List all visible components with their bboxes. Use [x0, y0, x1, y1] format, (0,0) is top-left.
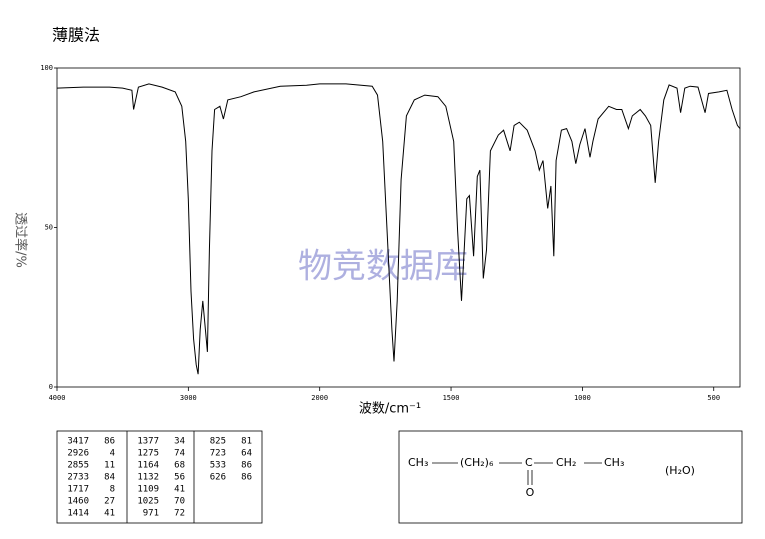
x-tick-label: 500	[707, 394, 720, 402]
peak-transmittance: 84	[104, 473, 115, 483]
structure-group: CH₃	[604, 456, 624, 469]
y-axis-label: 透过率/%	[13, 212, 29, 268]
peak-transmittance: 41	[174, 485, 185, 495]
peak-transmittance: 74	[174, 449, 185, 459]
peak-transmittance: 8	[110, 485, 115, 495]
structure-group: CH₂	[556, 456, 576, 469]
peak-wavenumber: 2733	[67, 473, 89, 483]
peak-transmittance: 86	[241, 461, 252, 471]
peak-wavenumber: 825	[210, 437, 226, 447]
peak-transmittance: 56	[174, 473, 185, 483]
peak-transmittance: 68	[174, 461, 185, 471]
x-tick-label: 3000	[180, 394, 197, 402]
x-tick-label: 1000	[574, 394, 591, 402]
x-tick-label: 4000	[49, 394, 66, 402]
peak-table-frame	[56, 430, 263, 524]
peak-transmittance: 86	[241, 473, 252, 483]
peak-wavenumber: 2855	[67, 461, 89, 471]
peak-wavenumber: 1109	[137, 485, 159, 495]
plot-frame	[56, 67, 741, 388]
peak-wavenumber: 1460	[67, 497, 89, 507]
peak-transmittance: 4	[110, 449, 115, 459]
y-tick-label: 50	[45, 224, 53, 232]
structure-frame	[398, 430, 743, 524]
peak-transmittance: 41	[104, 509, 115, 519]
peak-transmittance: 11	[104, 461, 115, 471]
chart-title: 薄膜法	[52, 26, 100, 45]
x-axis-label: 波数/cm⁻¹	[359, 402, 421, 417]
peak-transmittance: 86	[104, 437, 115, 447]
peak-transmittance: 64	[241, 449, 252, 459]
peak-wavenumber: 3417	[67, 437, 89, 447]
peak-transmittance: 72	[174, 509, 185, 519]
peak-wavenumber: 1717	[67, 485, 89, 495]
structure-substituent: O	[526, 486, 535, 499]
peak-wavenumber: 1025	[137, 497, 159, 507]
peak-wavenumber: 626	[210, 473, 226, 483]
structure-group: CH₃	[408, 456, 428, 469]
y-tick-label: 100	[40, 64, 53, 72]
peak-wavenumber: 533	[210, 461, 226, 471]
structure-group: C	[525, 456, 533, 469]
watermark: 物竞数据库	[298, 247, 468, 287]
x-tick-label: 1500	[443, 394, 460, 402]
structure-group: (CH₂)₆	[460, 456, 494, 469]
peak-transmittance: 27	[104, 497, 115, 507]
peak-transmittance: 81	[241, 437, 252, 447]
spectrum-line	[56, 83, 741, 375]
peak-wavenumber: 1275	[137, 449, 159, 459]
peak-wavenumber: 1164	[137, 461, 159, 471]
peak-wavenumber: 2926	[67, 449, 89, 459]
peak-wavenumber: 971	[143, 509, 159, 519]
peak-transmittance: 34	[174, 437, 185, 447]
y-tick-label: 0	[49, 383, 53, 391]
peak-wavenumber: 1414	[67, 509, 89, 519]
peak-transmittance: 70	[174, 497, 185, 507]
structure-solvent: (H₂O)	[665, 464, 695, 477]
peak-wavenumber: 723	[210, 449, 226, 459]
x-tick-label: 2000	[311, 394, 328, 402]
peak-wavenumber: 1132	[137, 473, 159, 483]
peak-wavenumber: 1377	[137, 437, 159, 447]
